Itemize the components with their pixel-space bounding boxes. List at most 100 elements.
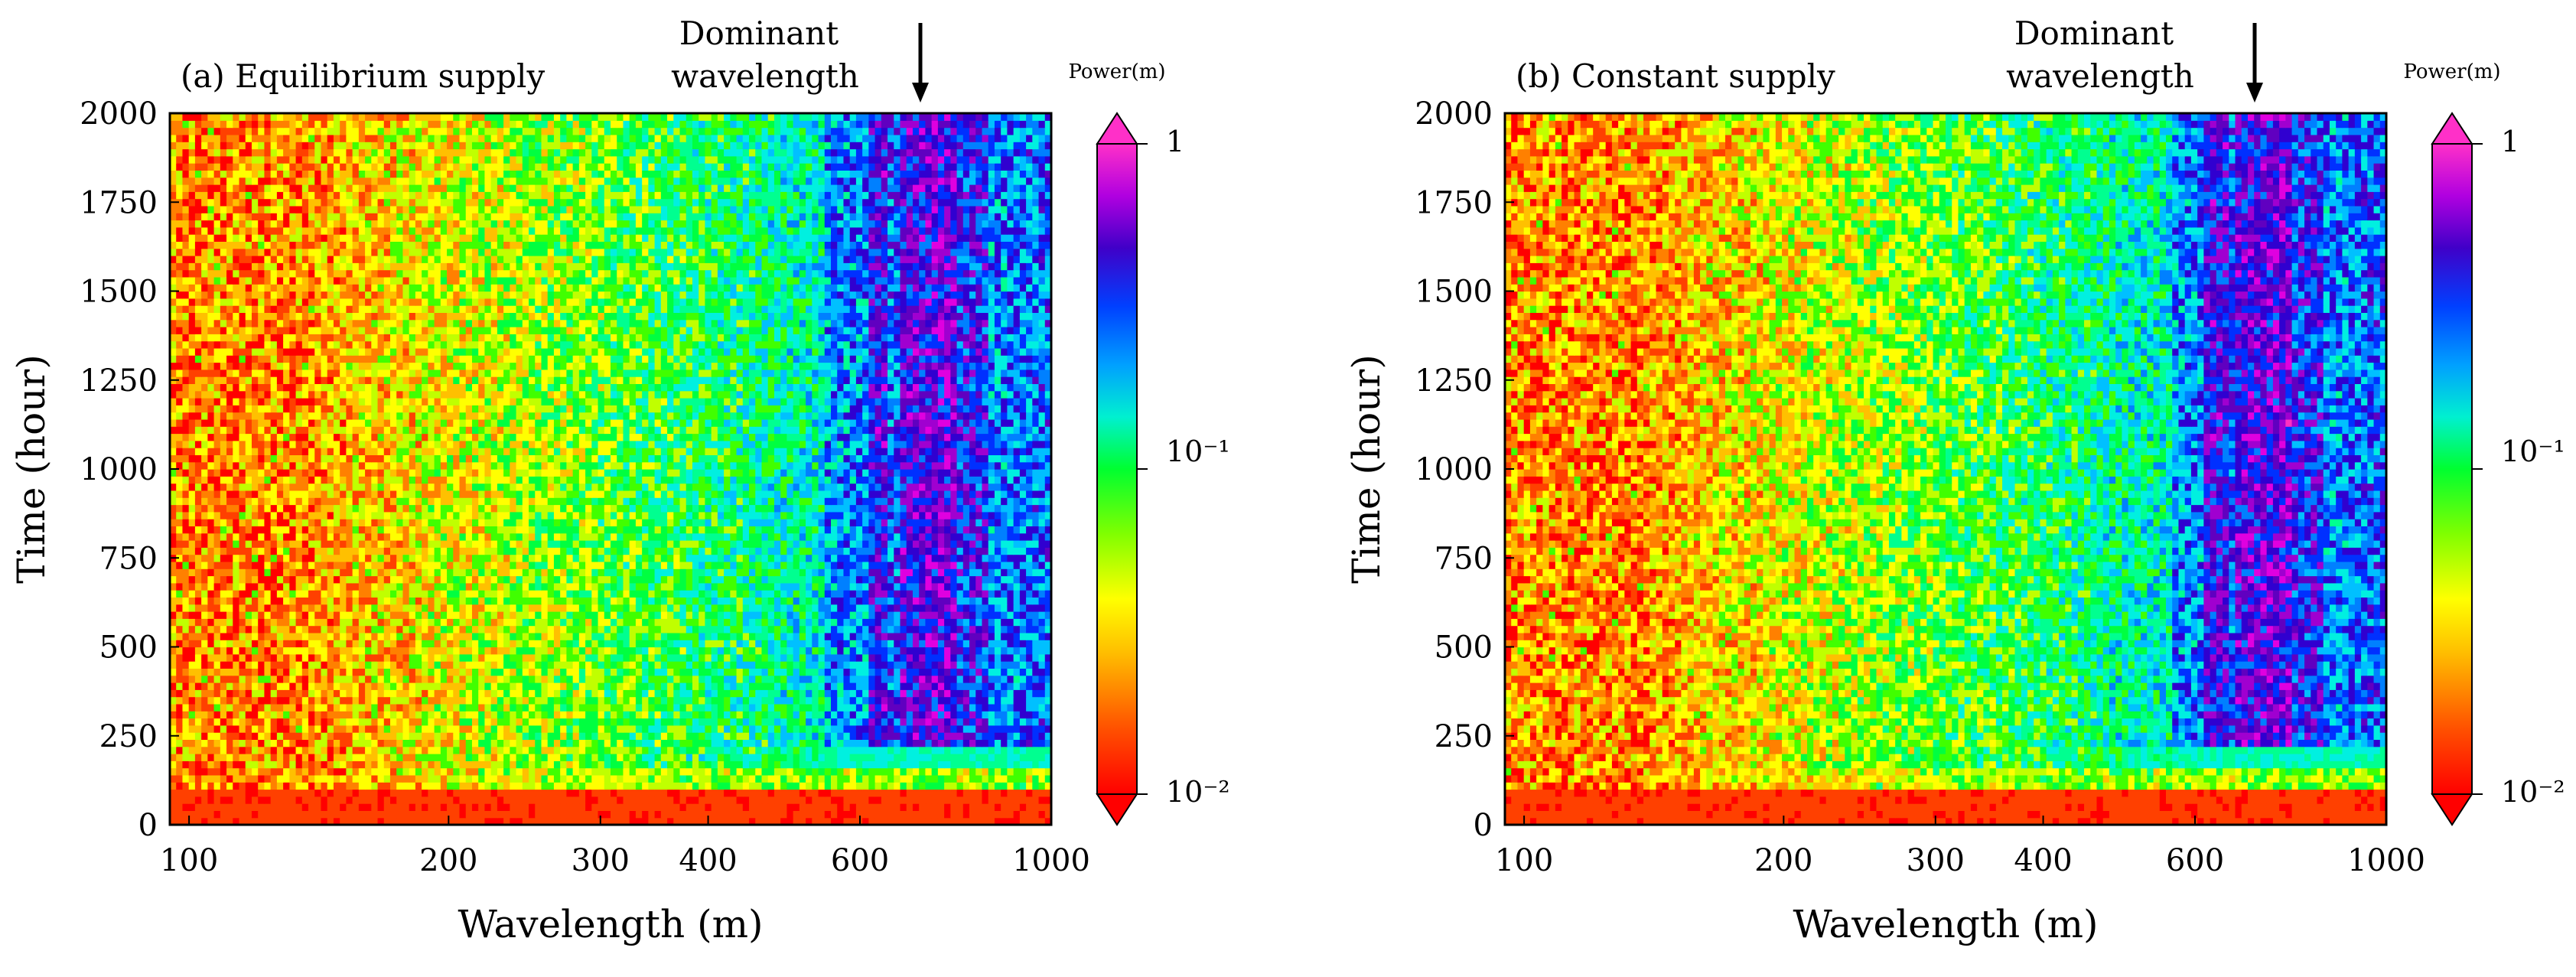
- heatmap-cell: [333, 767, 340, 776]
- heatmap-cell: [529, 725, 536, 733]
- heatmap-cell: [314, 739, 322, 747]
- heatmap-cell: [377, 675, 385, 683]
- heatmap-cell: [660, 718, 668, 726]
- heatmap-cell: [258, 703, 265, 712]
- heatmap-cell: [1044, 668, 1052, 676]
- heatmap-cell: [365, 782, 372, 790]
- heatmap-cell: [516, 611, 523, 619]
- heatmap-cell: [1013, 661, 1021, 669]
- heatmap-cell: [471, 640, 479, 648]
- heatmap-cell: [390, 682, 397, 690]
- heatmap-cell: [931, 604, 939, 612]
- heatmap-cell: [749, 675, 756, 683]
- heatmap-cell: [459, 767, 467, 776]
- heatmap-cell: [1001, 696, 1008, 705]
- heatmap-cell: [988, 675, 995, 683]
- heatmap-cell: [969, 689, 976, 698]
- heatmap-cell: [812, 611, 819, 619]
- heatmap-cell: [773, 618, 781, 627]
- heatmap-cell: [767, 796, 775, 804]
- heatmap-cell: [629, 703, 637, 712]
- heatmap-cell: [843, 611, 851, 619]
- heatmap-cell: [283, 653, 290, 662]
- heatmap-cell: [383, 661, 391, 669]
- heatmap-cell: [604, 661, 611, 669]
- heatmap-cell: [239, 718, 246, 726]
- heatmap-cell: [868, 732, 876, 740]
- heatmap-cell: [1013, 803, 1021, 811]
- heatmap-cell: [994, 696, 1001, 705]
- heatmap-cell: [440, 597, 448, 605]
- heatmap-cell: [220, 675, 227, 683]
- heatmap-cell: [686, 817, 693, 826]
- heatmap-cell: [422, 767, 428, 776]
- heatmap-cell: [396, 653, 404, 662]
- heatmap-cell: [855, 597, 863, 605]
- heatmap-cell: [182, 675, 190, 683]
- heatmap-cell: [301, 796, 309, 804]
- heatmap-cell: [843, 760, 851, 769]
- heatmap-cell: [301, 632, 309, 640]
- heatmap-cell: [724, 718, 731, 726]
- heatmap-cell: [912, 582, 920, 591]
- heatmap-cell: [925, 796, 933, 804]
- heatmap-cell: [894, 682, 901, 690]
- heatmap-cell: [365, 760, 372, 769]
- heatmap-cell: [402, 696, 410, 705]
- heatmap-cell: [950, 604, 958, 612]
- heatmap-cell: [623, 803, 630, 811]
- heatmap-cell: [673, 760, 681, 769]
- heatmap-cell: [478, 739, 486, 747]
- heatmap-cell: [868, 590, 876, 598]
- heatmap-cell: [843, 817, 851, 826]
- heatmap-cell: [962, 597, 970, 605]
- heatmap-cell: [201, 817, 208, 826]
- heatmap-cell: [434, 739, 441, 747]
- heatmap-cell: [503, 803, 510, 811]
- heatmap-cell: [793, 796, 800, 804]
- heatmap-cell: [251, 682, 259, 690]
- heatmap-cell: [962, 767, 970, 776]
- heatmap-cell: [843, 718, 851, 726]
- heatmap-cell: [516, 597, 523, 605]
- heatmap-cell: [465, 718, 473, 726]
- heatmap-cell: [1001, 575, 1008, 584]
- heatmap-cell: [900, 746, 907, 754]
- heatmap-cell: [717, 774, 725, 783]
- heatmap-cell: [944, 767, 951, 776]
- heatmap-cell: [925, 789, 933, 797]
- heatmap-cell: [516, 590, 523, 598]
- heatmap-cell: [623, 754, 630, 761]
- heatmap-cell: [522, 782, 529, 790]
- heatmap-cell: [327, 689, 334, 698]
- heatmap-cell: [730, 803, 738, 811]
- heatmap-cell: [434, 682, 441, 690]
- heatmap-cell: [327, 739, 334, 747]
- heatmap-cell: [459, 618, 467, 627]
- heatmap-cell: [868, 653, 876, 662]
- heatmap-cell: [484, 568, 492, 577]
- heatmap-cell: [497, 582, 504, 591]
- heatmap-cell: [352, 725, 360, 733]
- heatmap-cell: [724, 646, 731, 655]
- heatmap-cell: [799, 632, 806, 640]
- heatmap-cell: [365, 618, 372, 627]
- heatmap-cell: [837, 796, 845, 804]
- heatmap-cell: [270, 782, 278, 790]
- heatmap-cell: [730, 597, 738, 605]
- heatmap-cell: [301, 653, 309, 662]
- heatmap-cell: [925, 682, 933, 690]
- heatmap-cell: [239, 703, 246, 712]
- heatmap-cell: [352, 803, 360, 811]
- heatmap-cell: [510, 582, 517, 591]
- heatmap-cell: [900, 597, 907, 605]
- heatmap-cell: [868, 739, 876, 747]
- heatmap-cell: [604, 604, 611, 612]
- heatmap-cell: [831, 597, 838, 605]
- heatmap-cell: [170, 703, 177, 712]
- heatmap-cell: [1026, 760, 1033, 769]
- heatmap-cell: [547, 611, 555, 619]
- heatmap-cell: [188, 590, 196, 598]
- heatmap-cell: [321, 661, 328, 669]
- heatmap-cell: [1026, 817, 1033, 826]
